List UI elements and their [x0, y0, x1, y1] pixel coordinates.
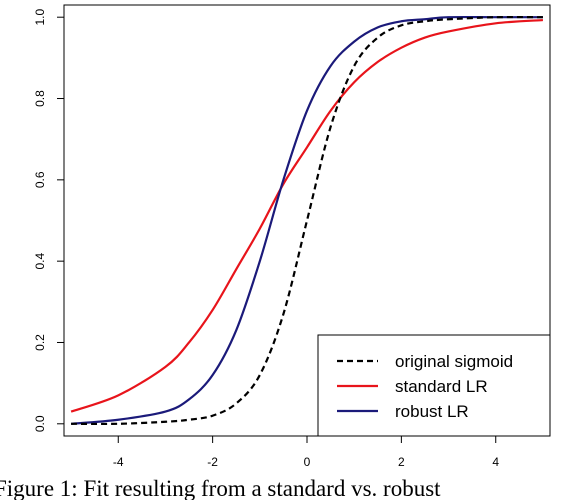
- y-tick-label: 1.0: [33, 9, 47, 26]
- y-tick-label: 0.4: [33, 252, 47, 269]
- x-tick-label: 4: [492, 455, 499, 469]
- y-tick-label: 0.8: [33, 90, 47, 107]
- axes: -4 -2 0 2 4 0.0 0.2 0.4 0.6 0.8 1.0: [33, 4, 551, 469]
- x-tick-label: -4: [113, 455, 124, 469]
- series-line-original-sigmoid: [71, 15, 543, 426]
- x-tick-label: -2: [207, 455, 218, 469]
- y-tick-label: 0.6: [33, 171, 47, 188]
- series-line-robust-lr: [70, 15, 543, 425]
- legend: original sigmoid standard LR robust LR: [317, 334, 551, 437]
- y-tick-label: 0.0: [33, 415, 47, 432]
- series-lines: [70, 15, 543, 426]
- legend-label: original sigmoid: [395, 352, 513, 371]
- x-tick-label: 0: [304, 455, 311, 469]
- legend-label: robust LR: [395, 402, 469, 421]
- legend-label: standard LR: [395, 377, 488, 396]
- figure-caption: Figure 1: Fit resulting from a standard …: [0, 473, 586, 500]
- x-tick-label: 2: [398, 455, 405, 469]
- series-line-standard-lr: [70, 18, 543, 413]
- y-tick-label: 0.2: [33, 334, 47, 351]
- figure-caption-text: Figure 1: Fit resulting from a standard …: [0, 476, 441, 500]
